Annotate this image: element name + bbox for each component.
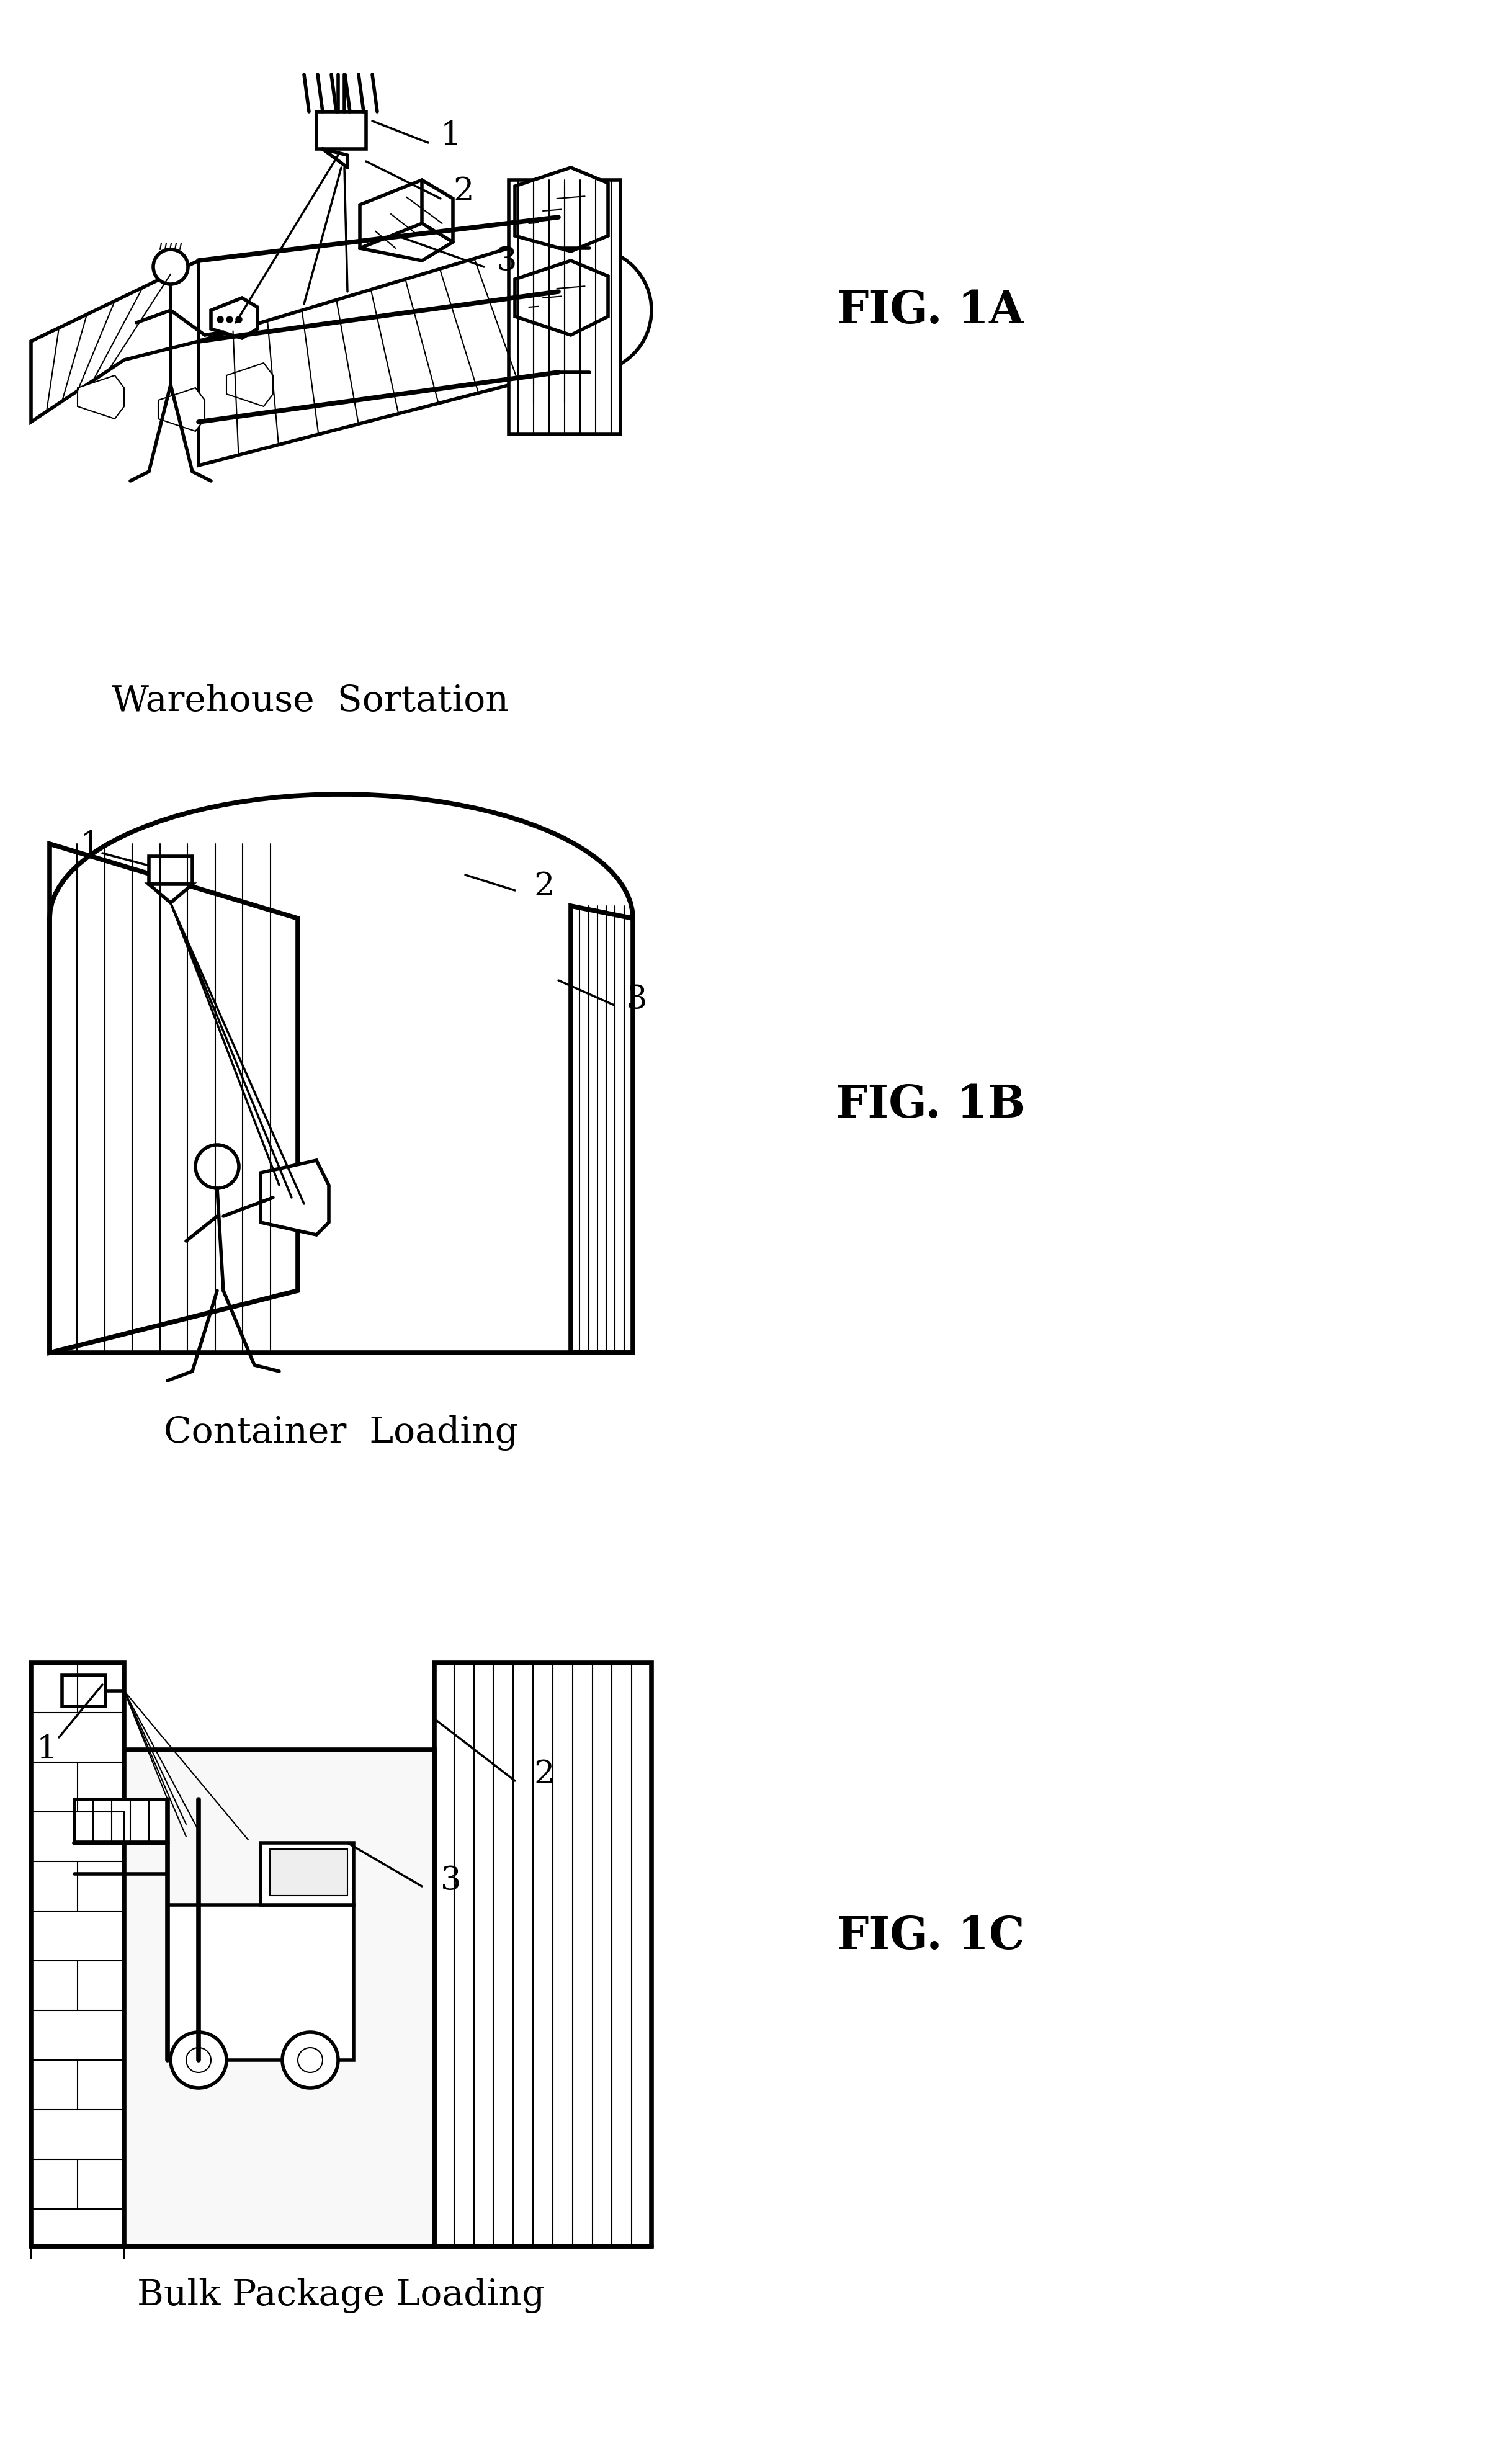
Polygon shape [360,180,453,261]
Text: 1: 1 [79,830,100,860]
Polygon shape [49,843,298,1353]
Text: 2: 2 [453,175,474,207]
Polygon shape [31,1663,124,2247]
Polygon shape [261,1161,328,1234]
Circle shape [195,1146,238,1188]
Polygon shape [270,1848,348,1895]
Circle shape [226,315,232,323]
Text: 3: 3 [441,1865,462,1895]
Polygon shape [508,180,621,434]
Circle shape [298,2048,322,2072]
Circle shape [171,2033,226,2087]
Polygon shape [316,111,366,148]
Circle shape [153,249,187,283]
Text: 2: 2 [534,1759,555,1791]
Polygon shape [61,1676,105,1708]
Text: FIG. 1C: FIG. 1C [836,1915,1024,1959]
Text: FIG. 1A: FIG. 1A [838,288,1024,333]
Text: 1: 1 [36,1735,57,1767]
Text: 3: 3 [496,244,517,276]
Polygon shape [516,168,609,251]
Polygon shape [261,1843,354,1905]
Polygon shape [159,387,205,431]
Polygon shape [571,907,633,1353]
Polygon shape [124,1749,435,2247]
Polygon shape [148,885,192,902]
Text: Container  Loading: Container Loading [163,1417,519,1451]
Polygon shape [198,249,559,466]
Polygon shape [516,261,609,335]
Text: 2: 2 [534,870,555,902]
Text: FIG. 1B: FIG. 1B [836,1082,1025,1126]
Text: 3: 3 [627,983,648,1015]
Polygon shape [31,261,198,421]
Text: 1: 1 [441,118,462,150]
Circle shape [217,315,223,323]
Text: Bulk Package Loading: Bulk Package Loading [138,2279,546,2314]
Polygon shape [435,1663,652,2247]
Polygon shape [148,857,192,885]
Polygon shape [226,362,273,407]
Polygon shape [78,375,124,419]
Circle shape [235,315,241,323]
Circle shape [186,2048,211,2072]
Text: Warehouse  Sortation: Warehouse Sortation [112,685,508,719]
Polygon shape [168,1905,354,2060]
Polygon shape [75,1799,168,1843]
Circle shape [282,2033,339,2087]
Polygon shape [211,298,258,338]
Circle shape [528,249,652,372]
